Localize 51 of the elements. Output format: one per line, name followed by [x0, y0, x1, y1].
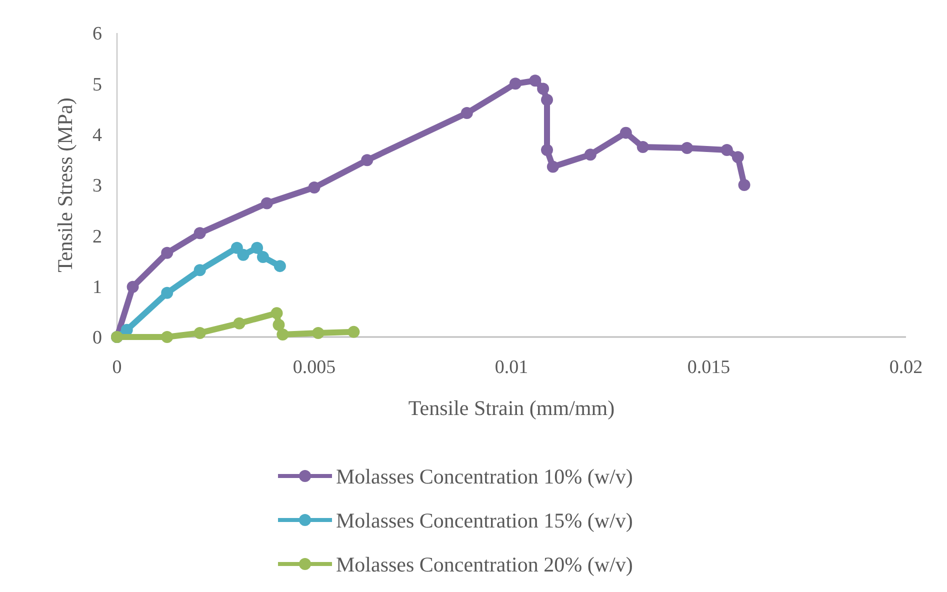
point [126, 280, 139, 293]
y-tick-label: 3 [92, 176, 102, 197]
point [348, 326, 360, 338]
point [720, 144, 733, 156]
point [546, 160, 559, 173]
y-tick-label: 2 [92, 226, 102, 248]
point [529, 74, 542, 87]
point [161, 331, 174, 343]
point [260, 197, 273, 210]
point [584, 148, 596, 161]
point [161, 246, 174, 259]
point [537, 82, 550, 95]
point [274, 260, 286, 272]
point [509, 78, 522, 90]
x-tick-label: 0.015 [687, 357, 730, 378]
y-axis-title: Tensile Stress (MPa) [53, 98, 77, 272]
point [636, 141, 649, 153]
point [194, 264, 206, 276]
point [272, 318, 285, 331]
point [738, 179, 750, 191]
point [161, 286, 174, 299]
x-tick-label: 0.02 [889, 357, 923, 378]
point [251, 242, 264, 254]
y-tick-label: 4 [92, 124, 102, 146]
point [620, 126, 632, 139]
y-tick-label: 6 [92, 24, 102, 45]
point [194, 326, 206, 339]
y-tick-label: 0 [92, 328, 102, 349]
point [732, 151, 744, 164]
point [308, 182, 320, 194]
point [194, 227, 206, 240]
legend-label: Molasses Concentration 15% (w/v) [336, 508, 633, 532]
point [361, 154, 374, 166]
point [256, 250, 269, 263]
point [541, 94, 554, 106]
point [270, 307, 283, 320]
point [312, 326, 324, 339]
point [460, 107, 473, 120]
x-tick-label: 0 [112, 357, 122, 378]
x-tick-label: 0.01 [494, 357, 528, 378]
point [541, 144, 554, 156]
legend-label: Molasses Concentration 20% (w/v) [336, 552, 633, 576]
legend-label: Molasses Concentration 10% (w/v) [336, 464, 633, 488]
x-tick-label: 0.005 [292, 357, 336, 378]
point [237, 248, 250, 261]
x-axis-title: Tensile Strain (mm/mm) [408, 396, 615, 420]
y-tick-label: 5 [92, 74, 102, 96]
point [681, 142, 694, 154]
y-tick-label: 1 [92, 276, 102, 298]
point [276, 328, 289, 340]
point [233, 317, 246, 330]
